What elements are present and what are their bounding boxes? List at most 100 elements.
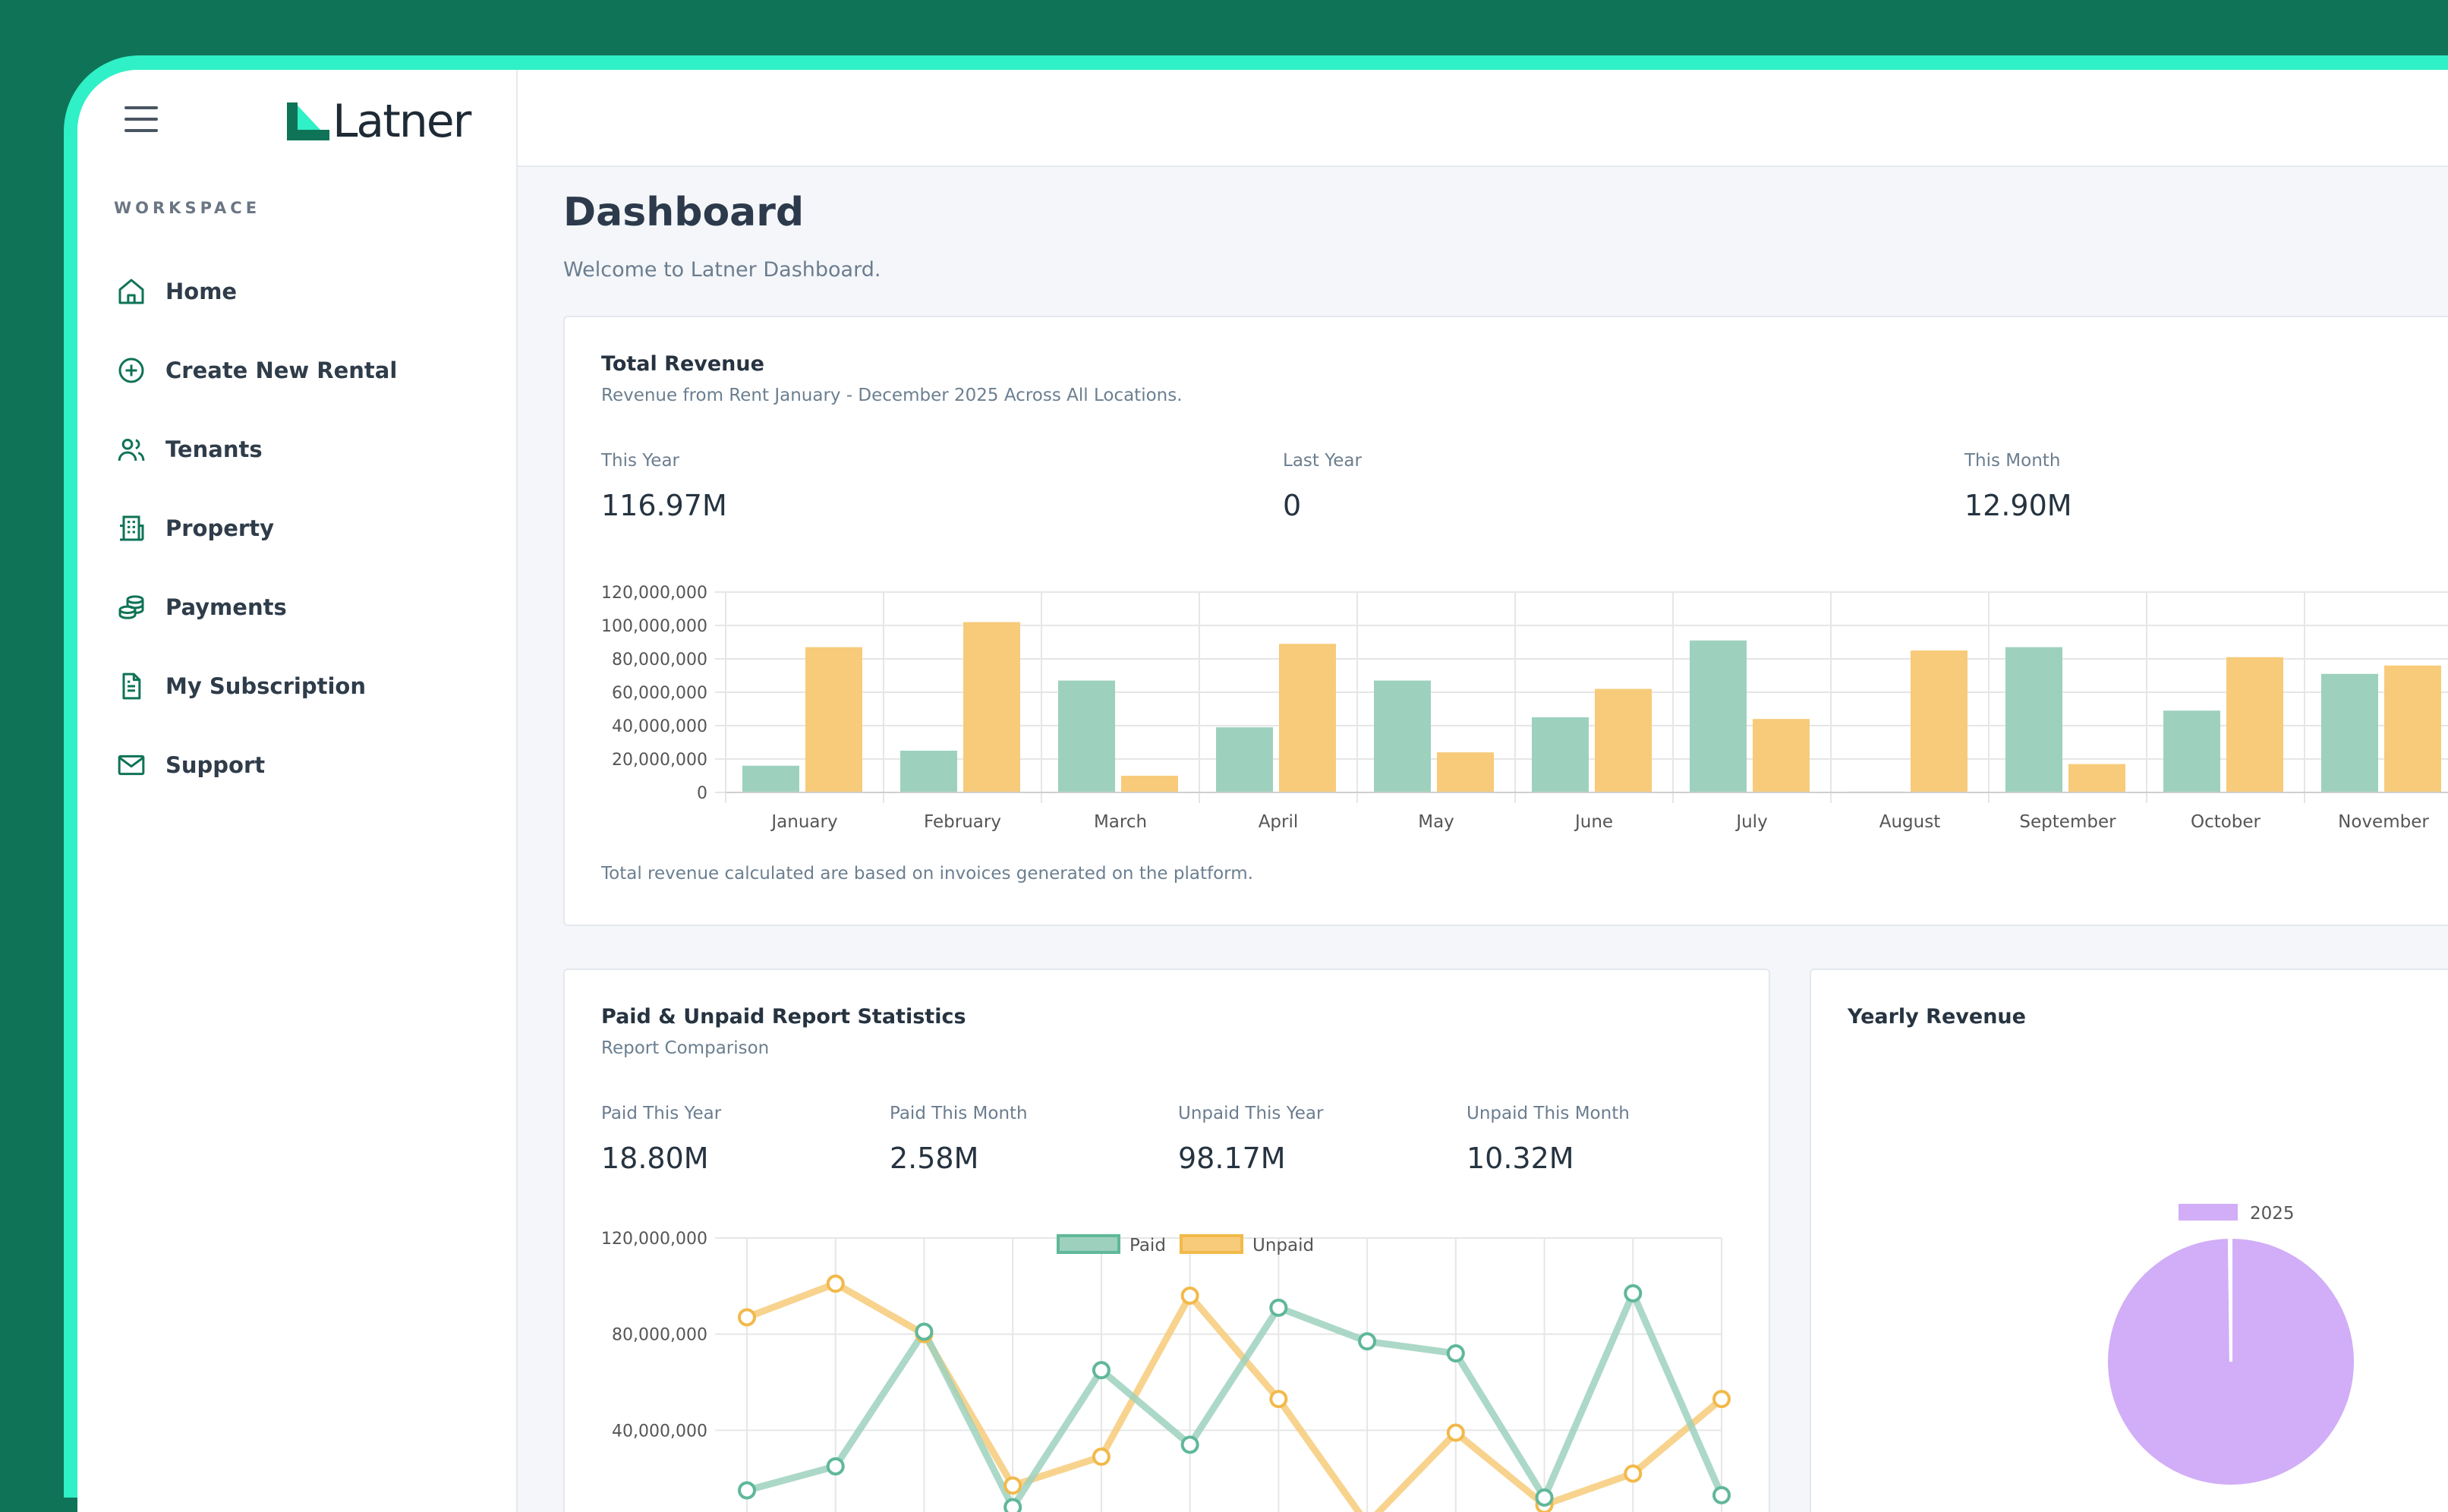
bar-unpaid [1595, 689, 1652, 792]
sidebar-item-label: Property [165, 515, 274, 541]
data-point-paid [1448, 1346, 1463, 1361]
document-icon [114, 669, 149, 704]
revenue-bar-chart: 120,000,000100,000,00080,000,00060,000,0… [565, 568, 2448, 856]
page-title: Dashboard [563, 190, 804, 235]
sidebar-item-label: Support [165, 752, 265, 778]
data-point-paid [1625, 1286, 1640, 1301]
legend-label: Unpaid [1252, 1236, 1314, 1255]
data-point-paid [828, 1459, 843, 1474]
y-tick-label: 40,000,000 [612, 1422, 707, 1441]
bar-paid [2163, 710, 2220, 792]
main-content: Dashboard Welcome to Latner Dashboard. T… [518, 167, 2448, 1512]
data-point-paid [1183, 1437, 1198, 1452]
sidebar-item-payments[interactable]: Payments [114, 584, 287, 630]
x-tick-label: January [770, 812, 837, 832]
bar-paid [742, 766, 799, 792]
x-tick-label: October [2191, 812, 2261, 832]
bar-paid [1532, 717, 1589, 792]
sidebar-item-label: Home [165, 279, 237, 304]
total-revenue-card: Total Revenue Revenue from Rent January … [563, 316, 2448, 926]
bar-paid [2005, 647, 2062, 792]
home-icon [114, 274, 149, 309]
brand-name: Latner [332, 95, 470, 148]
sidebar-item-create-new-rental[interactable]: Create New Rental [114, 348, 397, 393]
data-point-paid [1537, 1490, 1552, 1505]
sidebar-item-my-subscription[interactable]: My Subscription [114, 663, 366, 709]
workspace-label: WORKSPACE [114, 199, 260, 217]
legend-item-paid[interactable]: Paid [1058, 1236, 1166, 1255]
bar-paid [1216, 727, 1273, 792]
data-point-unpaid [828, 1276, 843, 1291]
x-tick-label: April [1259, 812, 1299, 832]
legend-swatch [2179, 1204, 2238, 1221]
stat-value-paid-this-month: 2.58M [890, 1142, 978, 1175]
top-bar [518, 70, 2448, 167]
brand-logo[interactable]: Latner [287, 99, 470, 144]
bar-paid [1690, 641, 1747, 792]
sidebar-item-home[interactable]: Home [114, 269, 237, 314]
y-tick-label: 40,000,000 [612, 717, 707, 736]
legend-item-2025[interactable]: 2025 [2179, 1204, 2295, 1224]
x-tick-label: May [1418, 812, 1454, 832]
y-tick-label: 80,000,000 [612, 650, 707, 669]
bar-paid [1374, 681, 1431, 792]
stat-label-unpaid-this-month: Unpaid This Month [1467, 1104, 1630, 1123]
data-point-unpaid [1005, 1478, 1020, 1493]
sidebar-item-label: Tenants [165, 436, 263, 462]
paid-unpaid-line-chart: 120,000,00080,000,00040,000,0000PaidUnpa… [565, 1228, 1769, 1512]
x-tick-label: March [1094, 812, 1147, 832]
stat-value-unpaid-this-month: 10.32M [1467, 1142, 1574, 1175]
y-tick-label: 80,000,000 [612, 1326, 707, 1345]
x-tick-label: September [2019, 812, 2116, 832]
sidebar-item-property[interactable]: Property [114, 506, 274, 551]
sidebar-item-tenants[interactable]: Tenants [114, 427, 263, 472]
page-subtitle: Welcome to Latner Dashboard. [563, 258, 881, 282]
bar-unpaid [2226, 657, 2283, 792]
data-point-unpaid [1271, 1391, 1286, 1406]
bar-paid [900, 751, 957, 792]
bar-unpaid [2384, 666, 2441, 792]
stat-value-last-year: 0 [1283, 489, 1301, 522]
data-point-paid [1005, 1500, 1020, 1512]
bar-unpaid [963, 622, 1020, 792]
bar-paid [2321, 674, 2378, 792]
card-title: Yearly Revenue [1848, 1005, 2026, 1028]
sidebar-item-label: My Subscription [165, 673, 366, 699]
stat-label-last-year: Last Year [1283, 451, 1362, 471]
data-point-unpaid [1094, 1449, 1109, 1464]
data-point-unpaid [1714, 1391, 1729, 1406]
bar-unpaid [1753, 719, 1810, 792]
menu-icon[interactable] [124, 106, 158, 134]
card-subtitle: Revenue from Rent January - December 202… [601, 386, 1183, 405]
series-line-paid [747, 1293, 1722, 1507]
sidebar-item-label: Payments [165, 594, 287, 620]
card-subtitle: Report Comparison [601, 1038, 769, 1058]
stat-value-unpaid-this-year: 98.17M [1178, 1142, 1286, 1175]
data-point-unpaid [1625, 1466, 1640, 1481]
users-icon [114, 432, 149, 467]
bar-unpaid [805, 647, 862, 792]
data-point-paid [1359, 1334, 1375, 1349]
pie-slice [2229, 1237, 2231, 1362]
series-line-unpaid [747, 1284, 1722, 1512]
coins-icon [114, 590, 149, 625]
x-tick-label: November [2338, 812, 2429, 832]
bar-paid [1058, 681, 1115, 792]
legend-label: 2025 [2250, 1204, 2295, 1224]
plus-circle-icon [114, 353, 149, 388]
data-point-paid [1271, 1300, 1286, 1315]
sidebar: Latner WORKSPACE Home Create New Rental … [77, 70, 518, 1512]
y-tick-label: 100,000,000 [601, 617, 707, 636]
stat-value-this-month: 12.90M [1964, 489, 2072, 522]
yearly-revenue-pie-chart: 2025 [1811, 1091, 2448, 1512]
stat-value-this-year: 116.97M [601, 489, 727, 522]
x-tick-label: June [1574, 812, 1613, 832]
sidebar-item-label: Create New Rental [165, 358, 397, 383]
sidebar-item-support[interactable]: Support [114, 742, 265, 788]
y-tick-label: 120,000,000 [601, 1230, 707, 1249]
yearly-revenue-card: Yearly Revenue 2025 [1810, 969, 2448, 1512]
data-point-paid [1714, 1488, 1729, 1503]
mail-icon [114, 748, 149, 783]
building-icon [114, 511, 149, 546]
revenue-footnote: Total revenue calculated are based on in… [601, 864, 1253, 884]
